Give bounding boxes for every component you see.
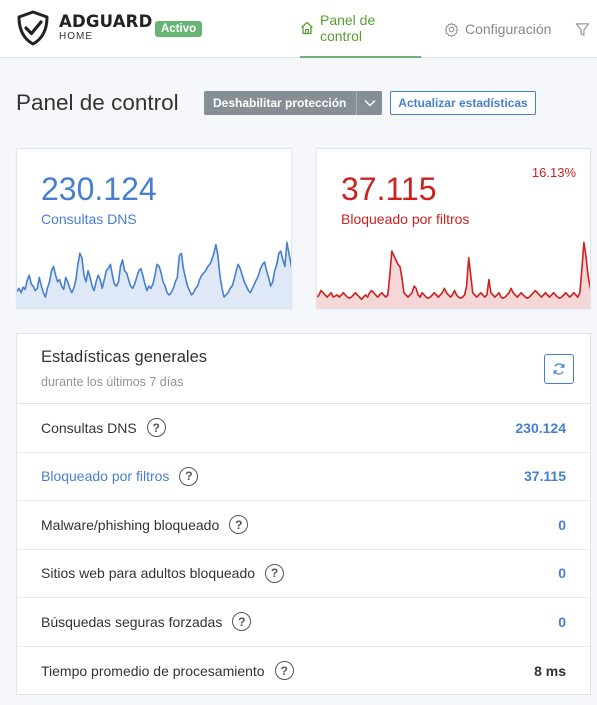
stats-row-value: 8 ms [534, 662, 566, 679]
nav-dashboard-label: Panel de control [319, 12, 376, 44]
brand: ADGUARD HOME [59, 11, 153, 43]
home-icon [301, 21, 313, 35]
nav-filters[interactable] [575, 0, 596, 58]
general-stats-panel: Estadísticas generales durante los últim… [16, 333, 591, 695]
nav-dashboard[interactable]: Panel de control [300, 0, 421, 58]
shield-check-icon [17, 10, 49, 46]
general-stats-title: Estadísticas generales [41, 348, 208, 366]
refresh-icon [553, 363, 565, 375]
nav-settings-label: Configuración [465, 21, 552, 37]
stats-row-blocked-filters: Bloqueado por filtros ? 37.115 [17, 453, 590, 501]
stats-row-malware-blocked: Malware/phishing bloqueado ? 0 [17, 501, 590, 550]
blocked-label: Bloqueado por filtros [341, 211, 470, 227]
filter-icon [575, 22, 590, 36]
sparkline-line [317, 241, 590, 301]
stats-row-value: 37.115 [523, 468, 566, 485]
adguard-logo[interactable]: ADGUARD HOME [16, 10, 152, 46]
stats-row-safesearch: Búsquedas seguras forzadas ? 0 [17, 598, 590, 647]
stats-row-dns-queries: Consultas DNS ? 230.124 [17, 404, 590, 453]
disable-protection-label: Deshabilitar protección [213, 96, 347, 110]
sparkline-area [317, 242, 590, 308]
help-icon[interactable]: ? [229, 515, 249, 535]
stats-row-value: 0 [558, 613, 566, 630]
stats-row-value: 230.124 [515, 419, 566, 436]
stats-row-label: Consultas DNS [41, 419, 137, 436]
page-title: Panel de control [16, 90, 179, 115]
brand-subtitle: HOME [59, 31, 93, 43]
help-icon[interactable]: ? [179, 466, 199, 486]
dropdown-toggle[interactable] [356, 91, 382, 115]
refresh-button[interactable] [544, 354, 574, 384]
blocked-value: 37.115 [341, 171, 437, 207]
stats-row-label-link[interactable]: Bloqueado por filtros [41, 468, 170, 485]
help-icon[interactable]: ? [274, 661, 294, 681]
stats-row-label: Sitios web para adultos bloqueado [41, 565, 256, 582]
general-stats-subtitle: durante los últimos 7 días [41, 375, 184, 389]
dns-queries-sparkline [17, 241, 291, 308]
stats-row-label: Malware/phishing bloqueado [41, 516, 220, 533]
stats-row-avg-time: Tiempo promedio de procesamiento ? 8 ms [17, 647, 590, 696]
help-icon[interactable]: ? [265, 563, 285, 583]
status-badge: Activo [155, 21, 203, 37]
brand-name: ADGUARD [59, 11, 153, 31]
stats-row-label: Tiempo promedio de procesamiento [41, 662, 265, 679]
top-header: ADGUARD HOME Activo Panel de control Con… [0, 0, 597, 58]
stats-row-label: Búsquedas seguras forzadas [41, 613, 223, 630]
chevron-down-icon [364, 100, 375, 107]
disable-protection-button[interactable]: Deshabilitar protección [204, 91, 382, 115]
help-icon[interactable]: ? [232, 612, 252, 632]
stats-row-adult-blocked: Sitios web para adultos bloqueado ? 0 [17, 550, 590, 598]
stats-row-value: 0 [558, 516, 566, 533]
sparkline-line [17, 241, 291, 298]
help-icon[interactable]: ? [146, 418, 166, 438]
gear-icon [444, 22, 459, 37]
dns-queries-value: 230.124 [41, 171, 157, 207]
nav-settings[interactable]: Configuración [444, 0, 551, 58]
refresh-stats-button[interactable]: Actualizar estadísticas [390, 91, 536, 115]
general-stats-header: Estadísticas generales durante los últim… [17, 334, 590, 404]
dns-queries-card: 230.124 Consultas DNS [16, 148, 292, 309]
blocked-filters-card: 16.13% 37.115 Bloqueado por filtros [316, 148, 591, 309]
blocked-sparkline [317, 241, 590, 308]
stats-row-value: 0 [558, 565, 566, 582]
dns-queries-label: Consultas DNS [41, 211, 137, 227]
blocked-percent: 16.13% [531, 165, 576, 180]
